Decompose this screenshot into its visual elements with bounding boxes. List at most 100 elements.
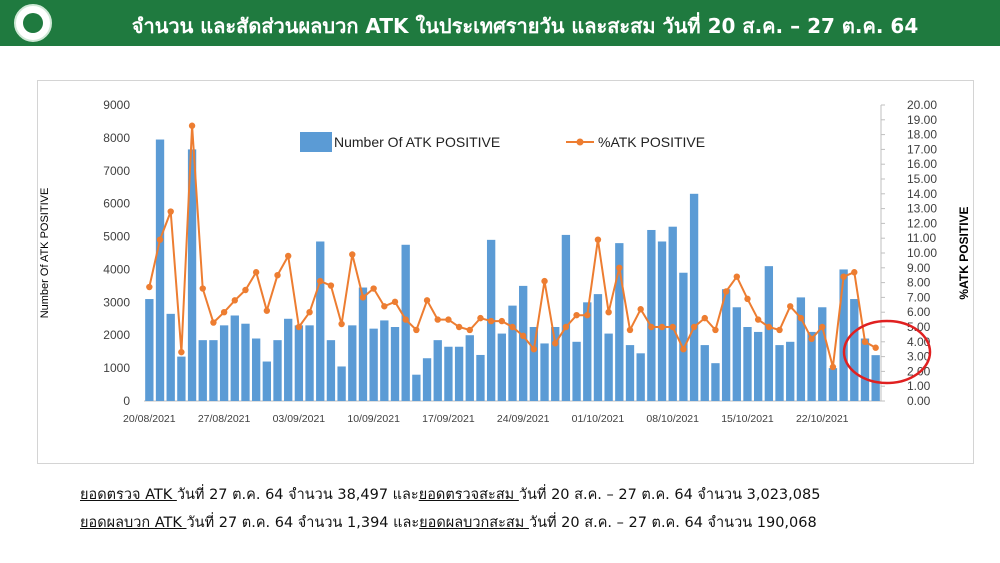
bar (198, 340, 207, 401)
bar (700, 345, 709, 401)
bar (551, 327, 560, 401)
header-bar: จำนวน และสัดส่วนผลบวก ATK ในประเทศรายวัน… (0, 0, 1000, 46)
bar (422, 358, 432, 401)
bar (390, 327, 400, 401)
y-left-tick-label: 8000 (103, 131, 130, 145)
pct-point (776, 326, 783, 334)
ministry-logo (14, 4, 52, 42)
bar (316, 241, 325, 401)
y-right-tick-label: 7.00 (907, 290, 931, 304)
bar (593, 294, 603, 401)
bar (412, 374, 421, 401)
pct-point (188, 122, 196, 129)
y-left-tick-label: 4000 (103, 262, 130, 276)
pct-point (669, 323, 676, 331)
bar (764, 266, 774, 401)
y-right-tick-label: 5.00 (907, 320, 931, 334)
summary-positive-daily: วันที่ 27 ต.ค. 64 จำนวน 1,394 และ (186, 515, 420, 531)
x-tick-label: 10/09/2021 (347, 413, 400, 425)
y-right-tick-label: 12.00 (907, 216, 937, 230)
pct-point (733, 273, 741, 280)
bar (871, 355, 880, 401)
y-right-tick-label: 13.00 (907, 202, 937, 216)
pct-point (146, 283, 153, 291)
y-right-tick-label: 6.00 (907, 305, 931, 319)
bar (636, 353, 645, 401)
bar (786, 341, 795, 401)
pct-point (584, 311, 591, 319)
x-tick-label: 01/10/2021 (572, 413, 625, 425)
y-left-tick-label: 5000 (103, 230, 130, 244)
bar (508, 305, 517, 401)
bar (647, 229, 656, 401)
bar (294, 325, 304, 401)
pct-point (872, 344, 879, 351)
pct-point (284, 252, 292, 260)
pct-point (477, 314, 484, 322)
bar (850, 299, 859, 401)
pct-point (648, 323, 655, 331)
bar (775, 345, 784, 401)
pct-point (819, 323, 826, 331)
pct-point (391, 298, 399, 306)
pct-point (605, 309, 612, 316)
legend-line-marker (576, 138, 584, 146)
pct-point (797, 314, 805, 322)
y-right-tick-label: 0.00 (907, 394, 931, 408)
bar (273, 340, 282, 401)
y-right-tick-label: 3.00 (907, 350, 931, 364)
pct-point (210, 319, 217, 326)
bar (187, 149, 197, 401)
pct-point (220, 309, 228, 316)
bar (241, 323, 250, 401)
y-left-tick-label: 1000 (103, 361, 130, 375)
pct-point (252, 269, 260, 276)
pct-point (402, 316, 409, 323)
bar (839, 269, 848, 401)
bar (625, 345, 635, 401)
logo-emblem (23, 13, 43, 33)
pct-point (712, 326, 719, 334)
bar (711, 363, 720, 401)
pct-point (434, 316, 441, 323)
pct-point (840, 273, 847, 280)
pct-point (338, 320, 345, 328)
y-left-tick-label: 6000 (103, 197, 130, 211)
x-tick-label: 03/09/2021 (273, 413, 326, 425)
bar (572, 341, 581, 401)
pct-point (231, 297, 238, 304)
pct-point (178, 348, 185, 356)
pct-point (690, 323, 698, 331)
summary-tests-daily: วันที่ 27 ต.ค. 64 จำนวน 38,497 และ (176, 487, 419, 503)
bar (818, 307, 827, 401)
bar (807, 331, 816, 401)
y-right-tick-label: 15.00 (907, 172, 937, 186)
pct-point (519, 332, 527, 340)
pct-point (808, 335, 815, 343)
y-right-tick-label: 14.00 (907, 187, 937, 201)
pct-point (466, 326, 473, 334)
x-tick-label: 15/10/2021 (721, 413, 774, 425)
y-left-tick-label: 0 (123, 394, 130, 408)
bar (369, 328, 378, 401)
pct-point (167, 208, 174, 215)
y-right-tick-label: 16.00 (907, 157, 937, 171)
chart-panel: 0 1000 2000 3000 4000 5000 6000 7000 8000 9000 0.0… (37, 80, 974, 464)
y-right-tick-label: 17.00 (907, 142, 937, 156)
pct-point (616, 264, 623, 271)
summary-line-tests: ยอดตรวจ ATK วันที่ 27 ต.ค. 64 จำนวน 38,4… (80, 483, 820, 506)
y-right-tick-label: 19.00 (907, 113, 937, 127)
bar (689, 193, 699, 401)
bar (540, 343, 549, 401)
y-left-tick-label: 2000 (103, 328, 130, 342)
bar (433, 340, 442, 401)
y-right-tick-label: 11.00 (907, 231, 936, 245)
bar (444, 346, 453, 401)
bar (743, 327, 752, 401)
pct-point (562, 323, 570, 331)
pct-point (263, 307, 271, 314)
bar (166, 313, 175, 401)
pct-point (498, 317, 506, 325)
bar (561, 234, 571, 401)
bar (721, 289, 731, 401)
